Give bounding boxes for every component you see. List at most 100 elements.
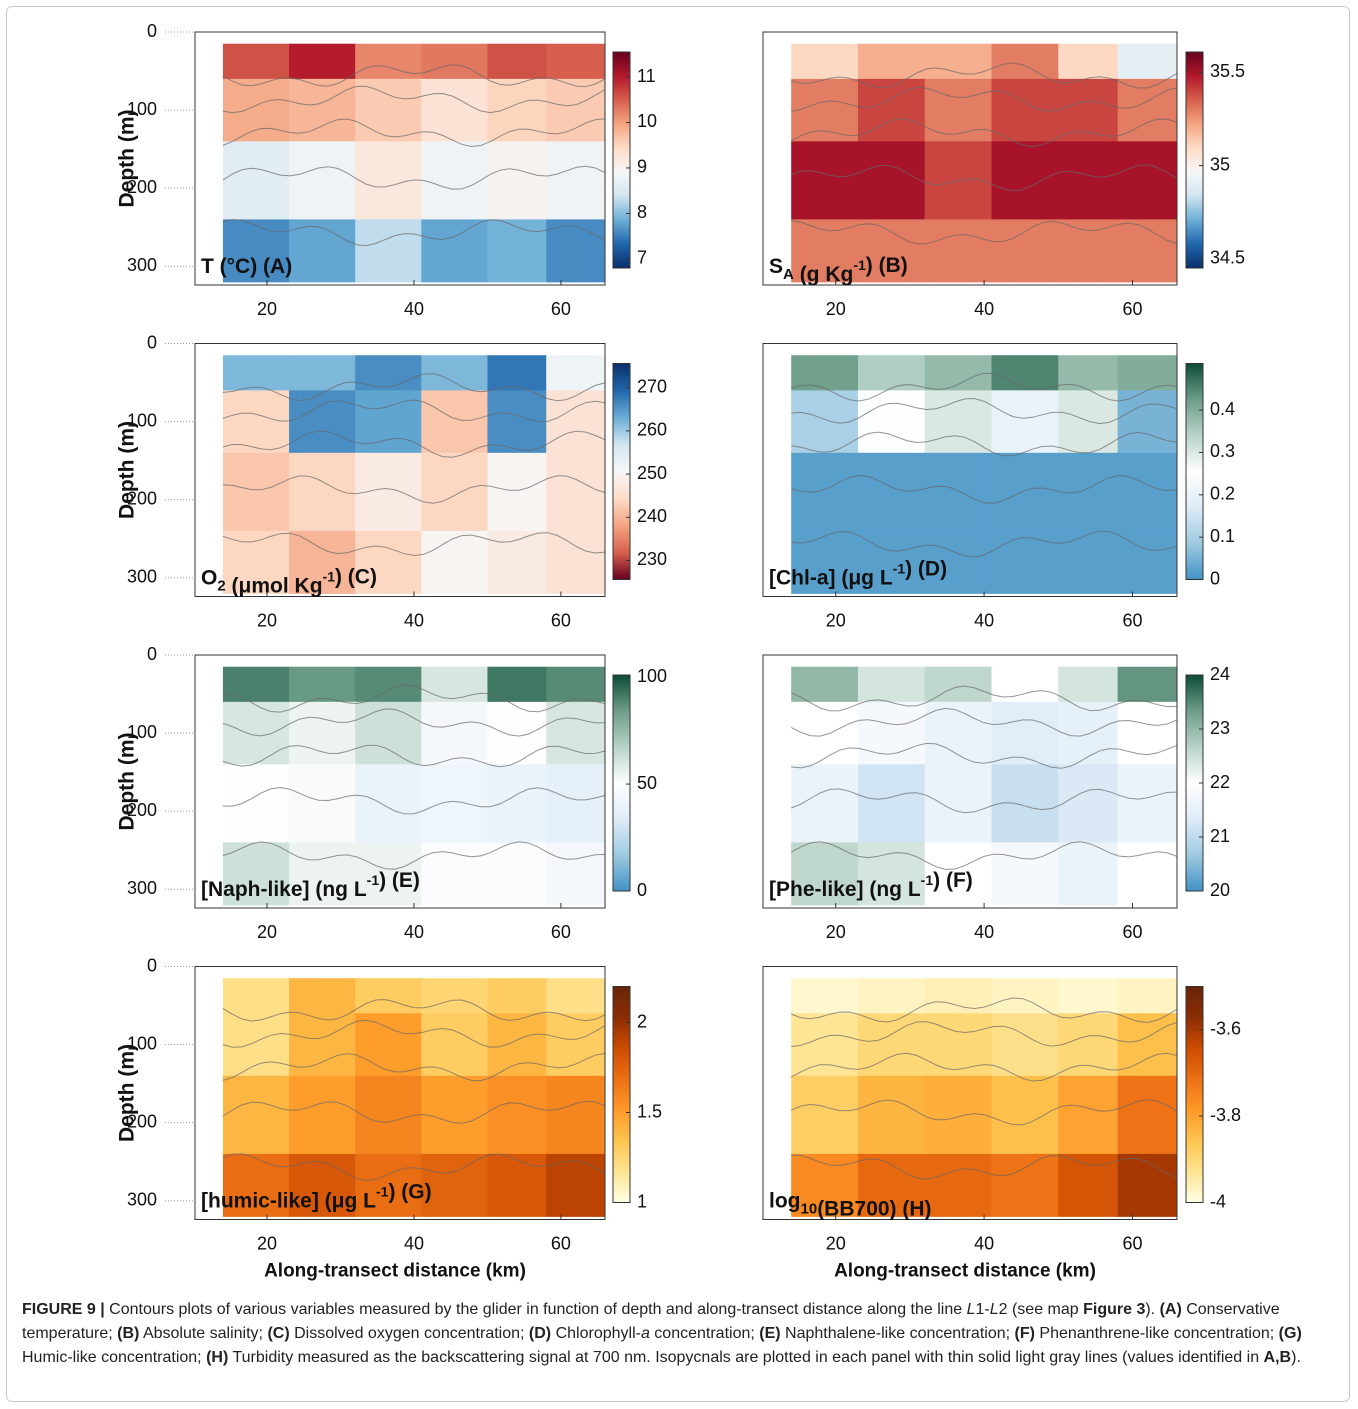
cell [289, 1075, 356, 1155]
x-tick-label: 20 [826, 299, 846, 319]
isopycnal [791, 372, 1178, 402]
cell [1117, 1153, 1178, 1217]
cell [991, 530, 1059, 594]
cell [857, 219, 926, 283]
colorbar-tick-label: 20 [1210, 880, 1230, 900]
cell [791, 978, 859, 1014]
cell [991, 452, 1059, 532]
x-tick-label: 60 [1122, 1233, 1142, 1253]
cell [421, 842, 488, 906]
label-part: (g Kg [794, 263, 853, 286]
cell [546, 141, 606, 220]
cell [222, 842, 290, 906]
cell [1117, 452, 1178, 532]
x-tick-label: 20 [826, 922, 846, 942]
cell [1058, 978, 1119, 1014]
cell [222, 390, 290, 454]
colorbar-tick-label: 2 [637, 1011, 647, 1031]
label-sup: -1 [853, 257, 866, 273]
cell [289, 390, 356, 454]
colorbar-tick-label: 1 [637, 1191, 647, 1211]
cell [421, 1075, 488, 1155]
cell [289, 764, 356, 843]
cell [546, 1075, 606, 1155]
cell [1058, 764, 1119, 843]
y-tick-label: 200 [127, 177, 157, 197]
label-part: [Phe-like] (ng L [769, 878, 921, 901]
colorbar-tick-label: 0 [637, 880, 647, 900]
cell [355, 1075, 422, 1155]
caption-bold: Figure 3 [1083, 1301, 1146, 1318]
cell [546, 666, 606, 703]
cell [355, 666, 422, 703]
colorbar-tick-label: -4 [1210, 1191, 1226, 1211]
cell [487, 43, 547, 80]
label-sup: -1 [323, 568, 336, 584]
cell [487, 701, 547, 765]
label-sub: 10 [801, 1200, 818, 1217]
cell [222, 666, 290, 703]
cell [1058, 842, 1119, 906]
cell [791, 701, 859, 765]
colorbar-tick-label: 270 [637, 376, 667, 396]
cell [1117, 219, 1178, 283]
cell [791, 78, 859, 142]
isopycnal [222, 744, 606, 768]
caption-text: 1- [975, 1301, 990, 1318]
cell [1117, 141, 1178, 220]
y-tick-label: 0 [147, 955, 157, 975]
caption-bold: (C) [267, 1325, 290, 1342]
cell [857, 978, 926, 1014]
cell [1058, 219, 1119, 283]
label-part: ) (C) [335, 565, 377, 588]
colorbar [1185, 51, 1204, 269]
caption-text: Naphthalene-like concentration; [780, 1325, 1015, 1342]
label-part: ) (G) [388, 1180, 431, 1203]
panel-label: [Phe-like] (ng L-1) (F) [769, 869, 973, 901]
cell [487, 1153, 547, 1217]
panel-label: O2 (μmol Kg-1) (C) [201, 565, 377, 597]
isopycnal [790, 118, 1178, 148]
isopycnal [791, 1154, 1178, 1180]
cell [1117, 701, 1178, 765]
cell [421, 666, 488, 703]
isopycnal [791, 997, 1178, 1023]
cell [222, 141, 290, 220]
cell [355, 1013, 422, 1077]
colorbar [1185, 363, 1204, 580]
x-tick-label: 20 [826, 1233, 846, 1253]
x-tick-label: 40 [404, 922, 424, 942]
label-sup: -1 [376, 1183, 389, 1199]
colorbar-tick-label: 22 [1210, 772, 1230, 792]
cell [355, 1153, 422, 1217]
isopycnal [791, 220, 1178, 245]
cell [546, 452, 606, 532]
cell [421, 219, 488, 283]
cell [924, 219, 993, 283]
y-axis-label: Depth (m) [116, 421, 139, 519]
cell [421, 78, 488, 142]
y-tick-label: 100 [127, 99, 157, 119]
cell [222, 1153, 290, 1217]
colorbar-tick-label: -3.8 [1210, 1105, 1241, 1125]
cell [421, 1013, 488, 1077]
caption-italic: L [989, 1301, 999, 1318]
caption-text: Phenanthrene-like concentration; [1034, 1325, 1279, 1342]
x-tick-label: 40 [974, 610, 994, 630]
cell [487, 1013, 547, 1077]
cell [1117, 842, 1178, 906]
y-tick-label: 300 [127, 567, 157, 587]
cell [924, 842, 993, 906]
cell [355, 355, 422, 391]
plot-frame [762, 654, 1178, 909]
cell [421, 141, 488, 220]
cell [791, 1075, 859, 1155]
label-part: [Chl-a] (μg L [769, 566, 893, 589]
isopycnal [222, 708, 606, 737]
label-part: O [201, 566, 217, 589]
cell [924, 1013, 993, 1077]
plot-frame [194, 31, 606, 286]
cell [924, 701, 993, 765]
cell [289, 355, 356, 391]
y-tick-label: 300 [127, 878, 157, 898]
